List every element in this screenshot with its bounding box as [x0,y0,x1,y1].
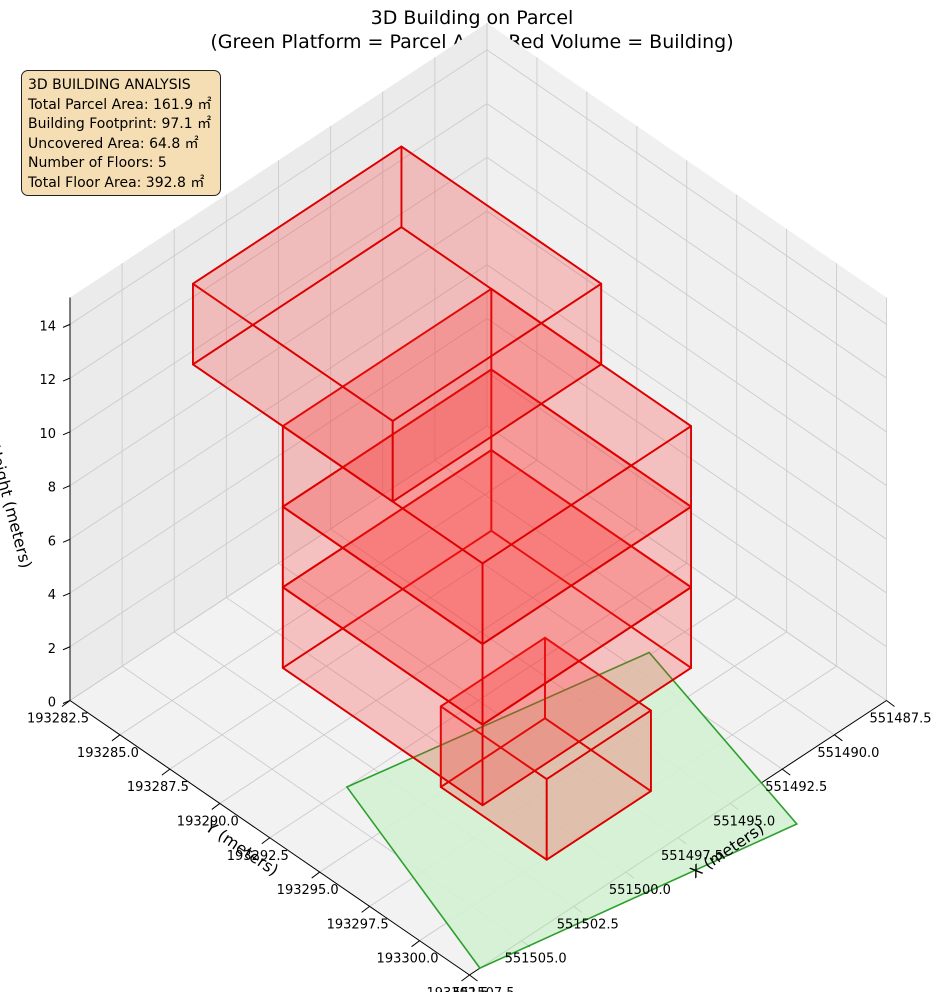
y-tick-label: 551487.5 [869,712,931,727]
info-line-footprint: Building Footprint: 97.1 ㎡ [28,116,212,132]
analysis-info-box: 3D BUILDING ANALYSIS Total Parcel Area: … [21,70,221,196]
z-tick-mark [62,592,71,597]
x-tick-label: 193295.0 [277,883,339,898]
y-tick-label: 551490.0 [817,746,879,761]
x-tick-label: 193302.5 [426,986,488,992]
info-box-heading: 3D BUILDING ANALYSIS [28,77,191,93]
info-line-floors: Number of Floors: 5 [28,155,167,171]
z-tick-mark [62,646,71,651]
parcel-platform [345,651,799,970]
building-floor-3 [281,368,692,726]
y-tick-mark [886,700,895,707]
z-tick-mark [62,323,71,328]
building-floor-5 [191,145,603,503]
z-tick-label: 10 [39,427,56,442]
building-face [439,636,546,788]
z-tick-label: 14 [39,319,56,334]
z-grid-line-left [69,425,488,701]
x-tick-label: 193285.0 [77,746,139,761]
x-tick-mark [161,768,171,776]
chart-title-line-1: 3D Building on Parcel [370,7,574,29]
x-tick-label: 193297.5 [327,917,389,932]
z-tick-label: 12 [39,373,56,388]
y-tick-label: 551500.0 [609,883,671,898]
building-floor-2 [281,449,692,807]
building-face [481,425,692,645]
z-grid-line-right [486,210,887,486]
info-line-floor-area: Total Floor Area: 392.8 ㎡ [28,174,205,191]
z-grid-line-right [486,156,887,433]
x-tick-label: 193282.5 [27,712,89,727]
x-tick-label: 193292.5 [227,849,289,864]
y-tick-label: 551502.5 [557,917,619,932]
y-tick-mark [781,768,791,776]
z-tick-label: 4 [48,588,56,603]
z-grid-line-right [486,103,887,379]
z-grid-line-left [69,103,488,379]
building-floor-1 [439,636,652,861]
z-grid-line-left [69,318,488,594]
z-grid-line-left [69,264,488,540]
z-tick-mark [62,538,71,543]
z-tick-mark [62,377,71,382]
x-tick-label: 193290.0 [177,814,239,829]
x-tick-label: 193300.0 [377,952,439,967]
building-layer [191,145,692,861]
x-tick-mark [361,905,370,913]
x-tick-mark [261,837,271,845]
y-tick-mark [834,734,843,742]
y-tick-mark [469,974,478,982]
x-tick-mark [411,940,420,948]
building-face [391,282,603,503]
z-tick-label: 8 [48,481,56,496]
y-grid-line-floor [434,459,835,736]
building-face [191,145,403,366]
z-grid-line-left [69,210,488,486]
y-tick-label: 551497.5 [661,849,723,864]
z-tick-mark [62,700,71,704]
x-tick-mark [211,803,221,810]
z-grid-line-right [486,264,887,540]
z-grid-line-right [486,49,887,325]
info-line-parcel-area: Total Parcel Area: 161.9 ㎡ [28,96,212,113]
y-tick-label: 551495.0 [713,814,775,829]
z-tick-label: 2 [48,642,56,657]
building-face [545,709,652,861]
z-tick-mark [62,431,71,436]
y-tick-label: 551492.5 [765,780,827,795]
building-floor-4 [281,287,692,645]
z-grid-line-left [69,49,488,325]
z-tick-label: 6 [48,534,56,549]
z-tick-label: 0 [48,696,56,711]
x-tick-mark [311,871,320,879]
x-tick-label: 193287.5 [127,780,189,795]
x-tick-mark [111,734,121,742]
z-grid-line-left [69,156,488,433]
y-tick-label: 551505.0 [505,952,567,967]
info-line-uncovered: Uncovered Area: 64.8 ㎡ [28,135,199,152]
z-grid-line-right [486,318,887,594]
z-tick-mark [62,485,71,490]
parcel-layer [345,651,799,970]
z-axis-label: Height (meters) [0,443,36,571]
x-tick-mark [461,974,470,982]
y-tick-label: 551507.5 [452,986,514,992]
z-grid-line-right [486,425,887,701]
